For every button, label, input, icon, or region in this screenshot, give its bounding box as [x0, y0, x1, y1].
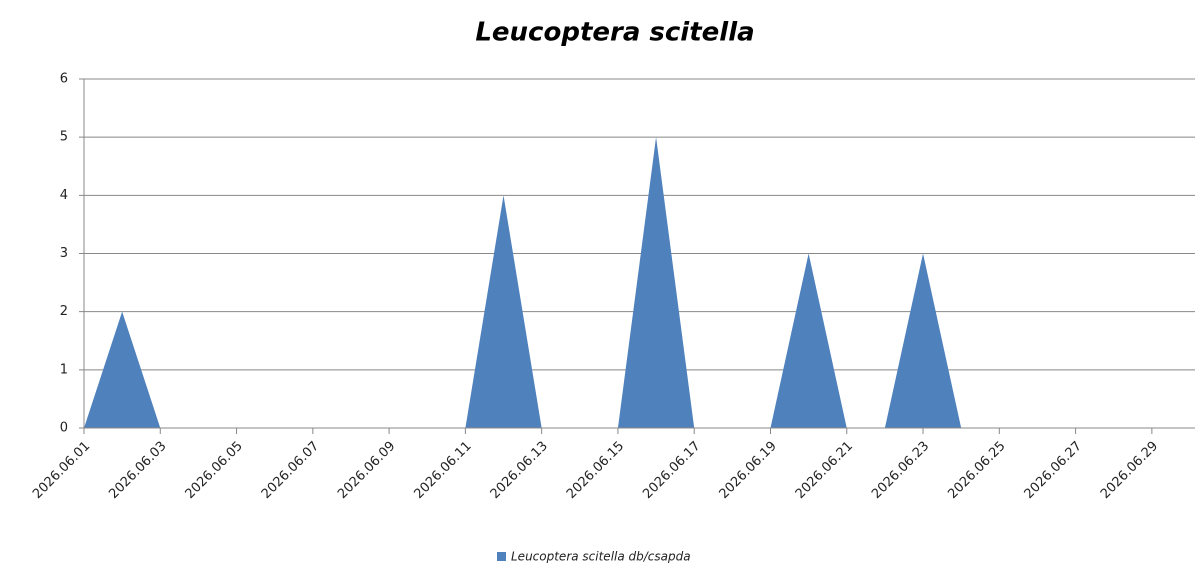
x-tick-label: 2026.06.25 [945, 439, 1008, 502]
x-tick-label: 2026.06.13 [488, 439, 551, 502]
x-tick-label: 2026.06.23 [869, 439, 932, 502]
x-tick-label: 2026.06.21 [793, 439, 856, 502]
area [84, 137, 1190, 428]
y-tick-label: 2 [60, 304, 68, 319]
x-tick-label: 2026.06.27 [1022, 439, 1085, 502]
legend-label: Leucoptera scitella db/csapda [511, 550, 691, 564]
y-tick-label: 4 [60, 188, 68, 203]
x-tick-label: 2026.06.07 [259, 439, 322, 502]
x-tick-label: 2026.06.29 [1098, 439, 1161, 502]
x-tick-label: 2026.06.15 [564, 439, 627, 502]
y-tick-label: 1 [60, 362, 68, 377]
y-tick-label: 3 [60, 246, 68, 261]
x-tick-label: 2026.06.17 [640, 439, 703, 502]
x-tick-label: 2026.06.03 [106, 439, 169, 502]
y-tick-label: 5 [60, 130, 68, 145]
y-tick-label: 0 [60, 421, 68, 436]
x-tick-label: 2026.06.01 [30, 439, 93, 502]
x-tick-label: 2026.06.11 [411, 439, 474, 502]
legend-swatch [497, 552, 506, 561]
chart-title: Leucoptera scitella [475, 18, 754, 48]
y-tick-label: 6 [60, 72, 68, 87]
x-tick-label: 2026.06.09 [335, 439, 398, 502]
x-tick-label: 2026.06.19 [717, 439, 780, 502]
x-tick-label: 2026.06.05 [183, 439, 246, 502]
